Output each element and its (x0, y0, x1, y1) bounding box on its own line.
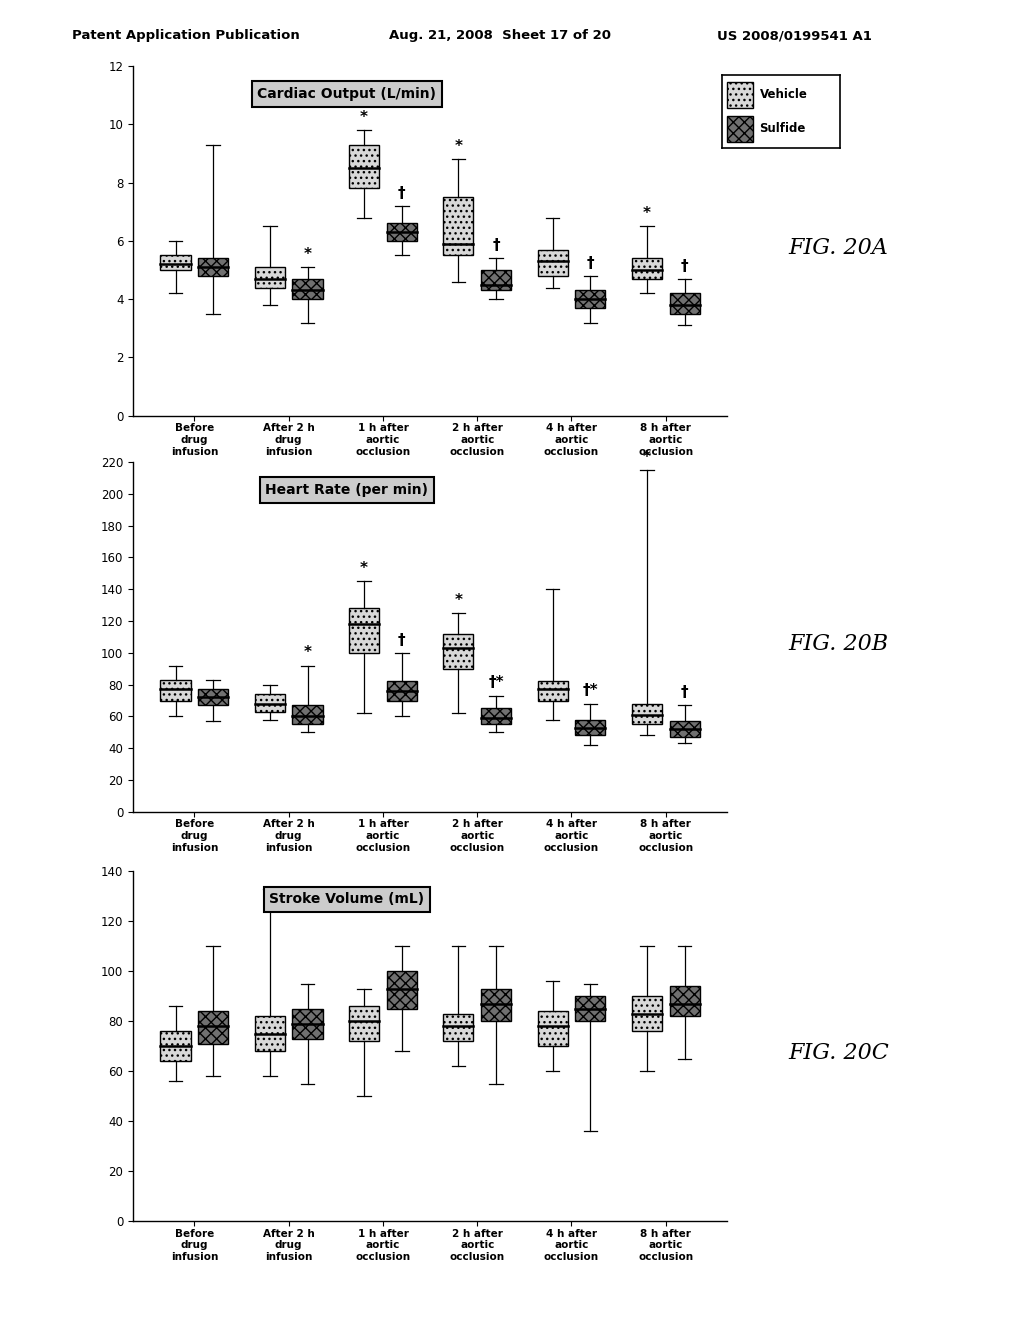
Bar (387, 223, 417, 242)
Bar (575, 997, 605, 1022)
Bar (387, 972, 417, 1008)
Text: *: * (303, 247, 311, 261)
Bar (255, 1016, 285, 1051)
Bar (670, 986, 699, 1016)
Bar (538, 1011, 567, 1045)
Bar (727, 82, 753, 108)
Bar (670, 293, 699, 314)
Text: *: * (643, 450, 651, 465)
Bar (161, 256, 190, 271)
Text: US 2008/0199541 A1: US 2008/0199541 A1 (717, 29, 871, 42)
Text: †: † (587, 256, 594, 271)
Text: †: † (398, 186, 406, 201)
Text: FIG. 20A: FIG. 20A (788, 236, 889, 259)
Bar (727, 116, 753, 143)
Bar (293, 279, 323, 300)
Bar (349, 1006, 379, 1041)
Text: FIG. 20B: FIG. 20B (788, 632, 889, 655)
Bar (481, 989, 511, 1022)
Text: *: * (643, 206, 651, 220)
Text: Vehicle: Vehicle (760, 88, 808, 102)
Bar (349, 145, 379, 189)
Bar (293, 705, 323, 725)
Bar (538, 249, 567, 276)
Bar (443, 1014, 473, 1041)
Bar (575, 290, 605, 308)
Text: †: † (493, 238, 500, 253)
Text: †: † (681, 259, 688, 273)
Bar (293, 1008, 323, 1039)
Text: *: * (455, 139, 463, 154)
Bar (199, 1011, 228, 1044)
Text: Sulfide: Sulfide (760, 123, 806, 136)
Bar (443, 197, 473, 256)
Text: Cardiac Output (L/min): Cardiac Output (L/min) (257, 87, 436, 102)
Bar (632, 704, 662, 725)
Bar (443, 634, 473, 669)
Text: Stroke Volume (mL): Stroke Volume (mL) (269, 892, 425, 907)
Text: FIG. 20C: FIG. 20C (788, 1041, 889, 1064)
Text: *: * (303, 645, 311, 660)
Text: Patent Application Publication: Patent Application Publication (72, 29, 299, 42)
Bar (161, 1031, 190, 1061)
Bar (575, 719, 605, 735)
Text: †*: †* (488, 676, 504, 690)
Bar (349, 609, 379, 653)
Bar (481, 271, 511, 290)
Bar (632, 997, 662, 1031)
Bar (670, 721, 699, 737)
Bar (199, 689, 228, 705)
Bar (538, 681, 567, 701)
Text: *: * (455, 593, 463, 607)
Bar (161, 680, 190, 701)
Text: Aug. 21, 2008  Sheet 17 of 20: Aug. 21, 2008 Sheet 17 of 20 (389, 29, 611, 42)
Bar (255, 694, 285, 711)
Bar (255, 267, 285, 288)
Text: *: * (360, 561, 368, 576)
Text: †: † (398, 632, 406, 648)
Text: *: * (360, 110, 368, 125)
Text: Heart Rate (per min): Heart Rate (per min) (265, 483, 428, 498)
Text: †: † (681, 685, 688, 700)
Text: †*: †* (583, 684, 598, 698)
Bar (481, 709, 511, 725)
Bar (199, 259, 228, 276)
Bar (387, 681, 417, 701)
Bar (632, 259, 662, 279)
